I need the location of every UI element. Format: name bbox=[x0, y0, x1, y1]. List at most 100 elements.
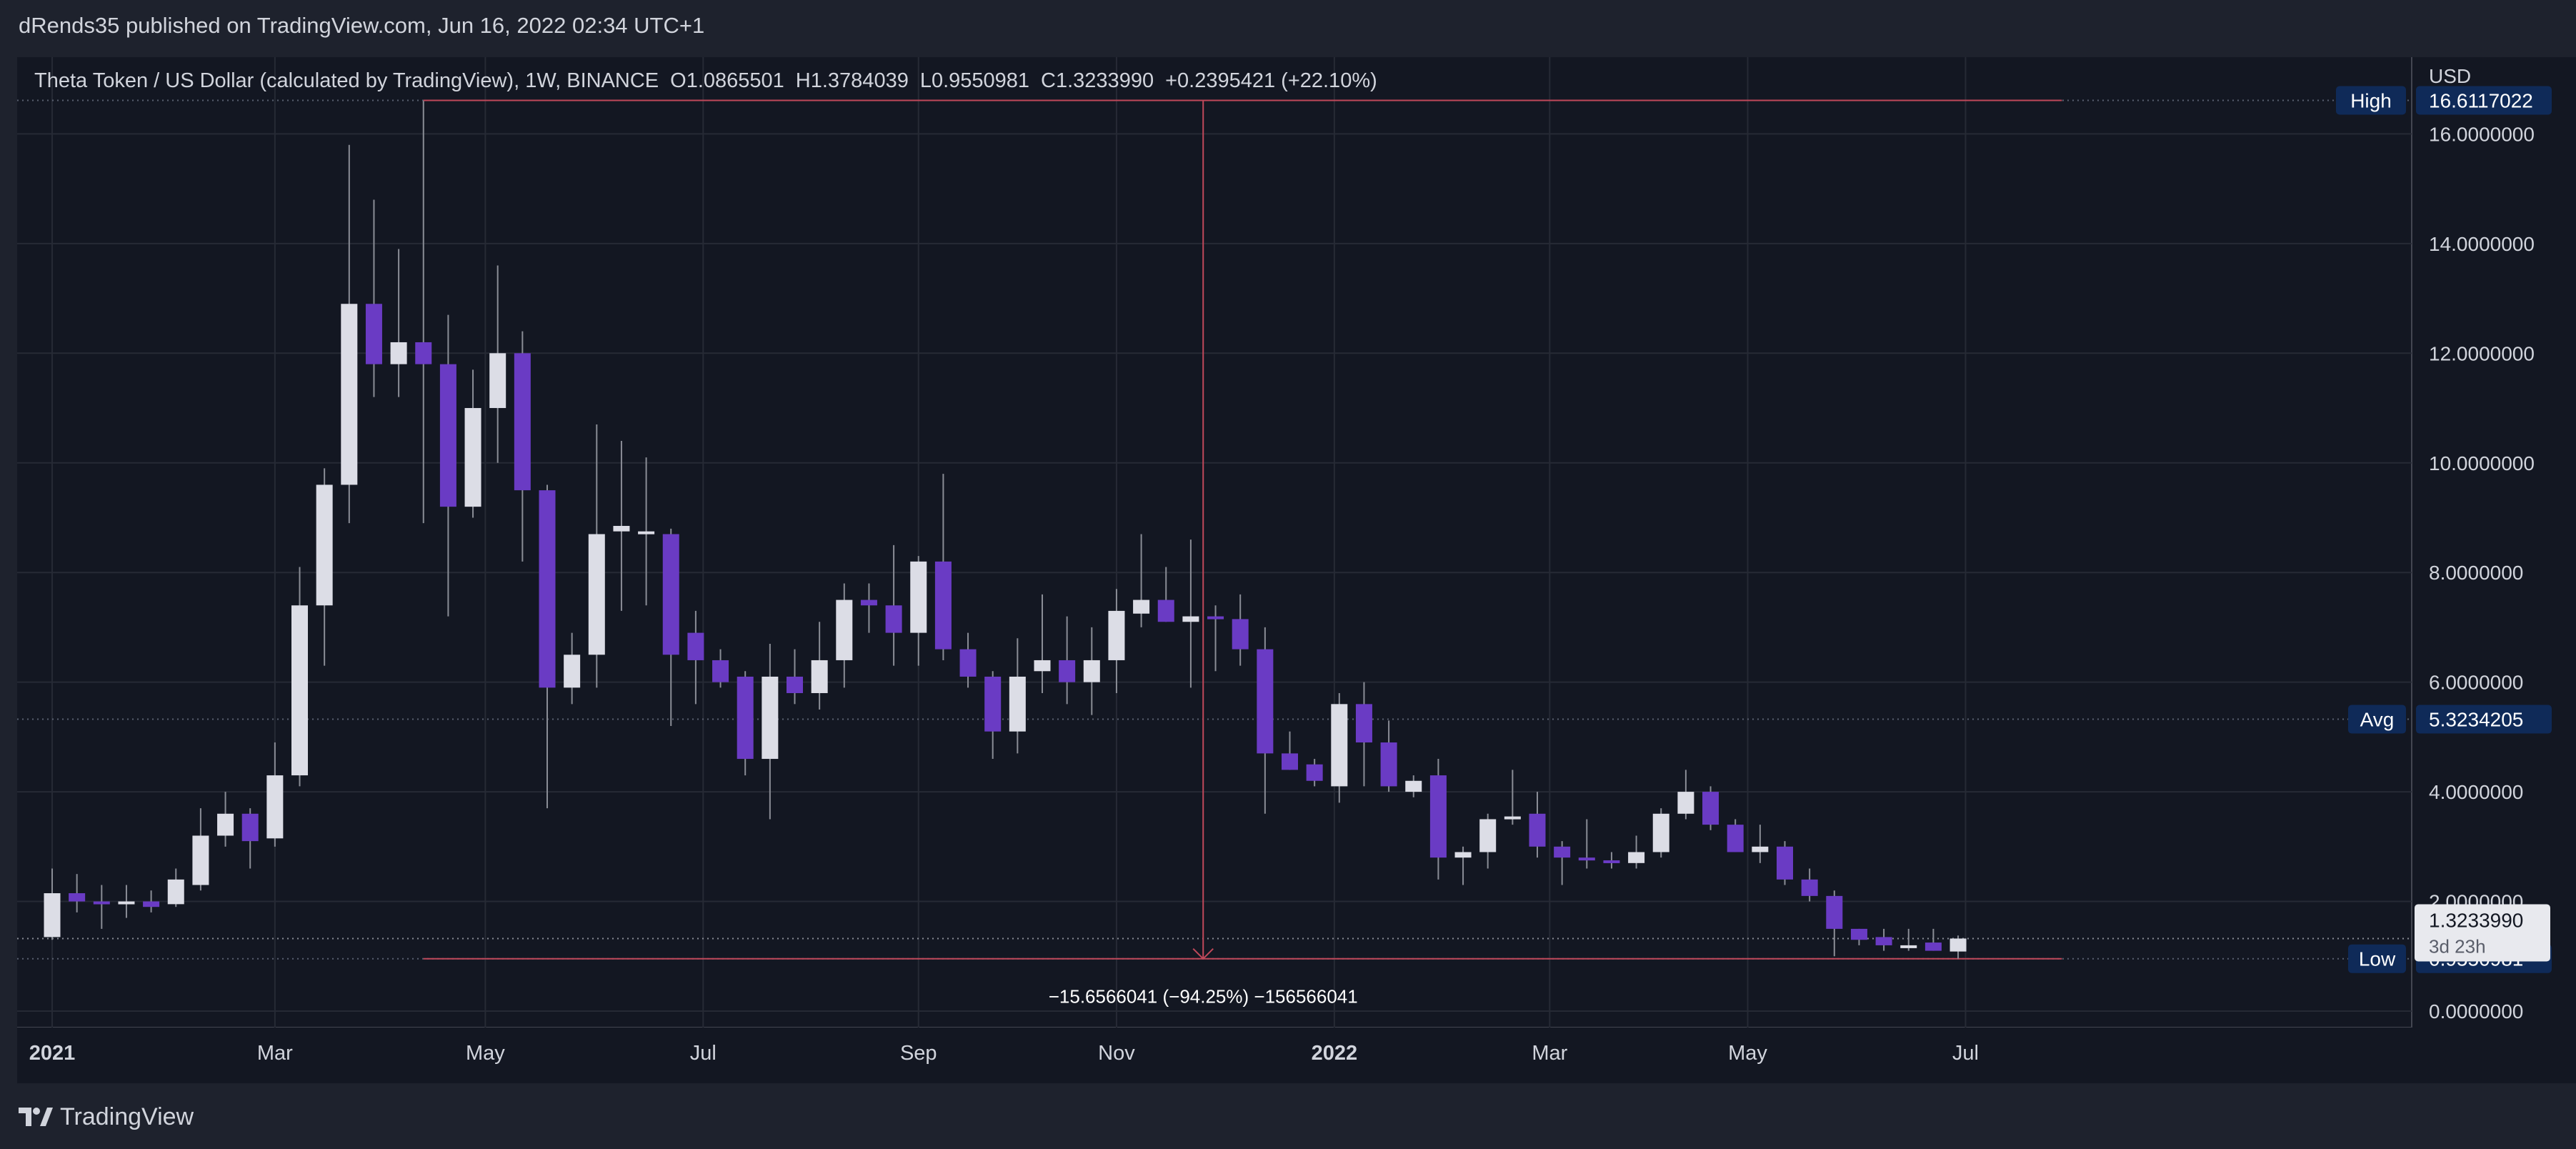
candle-up[interactable] bbox=[217, 813, 234, 836]
candle-up[interactable] bbox=[1504, 816, 1521, 820]
x-tick-label: Mar bbox=[257, 1042, 293, 1065]
currency-label: USD bbox=[2429, 65, 2471, 87]
candle-down[interactable] bbox=[241, 813, 259, 842]
candle-up[interactable] bbox=[1454, 852, 1472, 858]
candle-up[interactable] bbox=[613, 525, 630, 532]
candle-up[interactable] bbox=[1950, 938, 1967, 952]
candle-down[interactable] bbox=[1157, 600, 1174, 622]
time-axis-area[interactable] bbox=[17, 1028, 2412, 1083]
candle-up[interactable] bbox=[1331, 704, 1348, 787]
candle-down[interactable] bbox=[860, 600, 877, 606]
y-tick-label: 14.0000000 bbox=[2429, 233, 2535, 255]
candle-down[interactable] bbox=[1282, 753, 1298, 770]
candle-down[interactable] bbox=[1232, 619, 1249, 650]
candle-up[interactable] bbox=[1083, 660, 1100, 682]
candle-up[interactable] bbox=[316, 484, 333, 606]
candle-down[interactable] bbox=[1207, 616, 1224, 620]
candle-down[interactable] bbox=[1257, 649, 1274, 754]
candle-up[interactable] bbox=[1133, 600, 1150, 614]
candle-up[interactable] bbox=[1479, 819, 1497, 852]
candle-up[interactable] bbox=[266, 775, 284, 839]
candle-up[interactable] bbox=[464, 408, 481, 507]
last-price-value: 1.3233990 bbox=[2429, 909, 2523, 931]
candle-down[interactable] bbox=[439, 364, 456, 507]
badge-avg-name: Avg bbox=[2360, 709, 2395, 731]
candle-up[interactable] bbox=[638, 531, 655, 534]
candle-down[interactable] bbox=[1727, 825, 1744, 852]
candle-down[interactable] bbox=[787, 676, 803, 693]
candle-down[interactable] bbox=[934, 561, 952, 650]
price-chart[interactable]: 0.00000002.00000004.00000006.00000008.00… bbox=[0, 0, 2576, 1083]
candle-up[interactable] bbox=[167, 879, 184, 905]
candle-down[interactable] bbox=[1059, 660, 1076, 682]
candle-down[interactable] bbox=[143, 901, 160, 907]
range-measure-label: −15.6566041 (−94.25%) −156566041 bbox=[1049, 986, 1358, 1008]
candle-up[interactable] bbox=[1405, 780, 1422, 792]
y-tick-label: 0.0000000 bbox=[2429, 1000, 2523, 1023]
candle-down[interactable] bbox=[1777, 846, 1793, 880]
candle-up[interactable] bbox=[1677, 792, 1694, 814]
candle-down[interactable] bbox=[737, 676, 754, 760]
tradingview-brand[interactable]: TradingView bbox=[19, 1100, 194, 1133]
candle-up[interactable] bbox=[489, 353, 506, 409]
candle-down[interactable] bbox=[712, 660, 729, 682]
candle-down[interactable] bbox=[959, 649, 977, 677]
candle-down[interactable] bbox=[514, 353, 531, 491]
candle-up[interactable] bbox=[1628, 852, 1645, 863]
price-axis-area[interactable] bbox=[2412, 57, 2576, 1028]
ohlc-change: +0.2395421 (+22.10%) bbox=[1165, 69, 1377, 92]
candle-up[interactable] bbox=[44, 893, 61, 937]
candle-down[interactable] bbox=[687, 632, 704, 660]
candle-down[interactable] bbox=[1306, 764, 1323, 781]
candle-up[interactable] bbox=[192, 835, 209, 885]
candle-down[interactable] bbox=[1801, 879, 1818, 896]
candle-down[interactable] bbox=[984, 676, 1002, 732]
candle-up[interactable] bbox=[291, 605, 308, 776]
candle-up[interactable] bbox=[390, 342, 407, 364]
candle-down[interactable] bbox=[1603, 860, 1620, 863]
candle-up[interactable] bbox=[341, 304, 358, 485]
candle-down[interactable] bbox=[1702, 792, 1719, 825]
candle-up[interactable] bbox=[118, 901, 135, 905]
candle-up[interactable] bbox=[762, 676, 779, 760]
candle-up[interactable] bbox=[836, 600, 853, 660]
y-tick-label: 16.0000000 bbox=[2429, 123, 2535, 145]
candle-up[interactable] bbox=[1034, 660, 1051, 672]
candle-down[interactable] bbox=[1380, 742, 1397, 787]
x-tick-label: Jul bbox=[690, 1042, 717, 1065]
candle-down[interactable] bbox=[1429, 775, 1447, 858]
candle-up[interactable] bbox=[588, 534, 605, 655]
candle-down[interactable] bbox=[1850, 928, 1867, 940]
candle-up[interactable] bbox=[1108, 610, 1125, 660]
candle-down[interactable] bbox=[93, 901, 110, 905]
candle-down[interactable] bbox=[365, 304, 382, 364]
tradingview-logo-icon bbox=[19, 1108, 53, 1126]
candle-up[interactable] bbox=[1182, 616, 1199, 622]
candle-down[interactable] bbox=[539, 490, 556, 688]
candle-down[interactable] bbox=[1875, 937, 1892, 945]
candle-down[interactable] bbox=[415, 342, 432, 364]
candle-up[interactable] bbox=[1652, 813, 1669, 852]
candle-up[interactable] bbox=[1009, 676, 1026, 732]
axis-corner bbox=[2412, 1028, 2576, 1083]
candle-down[interactable] bbox=[1924, 942, 1942, 951]
candle-up[interactable] bbox=[1900, 945, 1917, 948]
x-tick-label: Jul bbox=[1952, 1042, 1979, 1065]
candle-down[interactable] bbox=[1578, 857, 1595, 861]
plot-area[interactable] bbox=[17, 57, 2412, 1028]
candle-down[interactable] bbox=[1826, 895, 1843, 929]
candle-down[interactable] bbox=[885, 605, 902, 633]
candle-down[interactable] bbox=[1355, 704, 1372, 743]
candle-up[interactable] bbox=[811, 660, 828, 693]
candle-down[interactable] bbox=[69, 893, 86, 902]
candle-down[interactable] bbox=[1554, 846, 1571, 858]
candle-up[interactable] bbox=[910, 561, 927, 633]
candle-down[interactable] bbox=[662, 534, 679, 655]
badge-high-name-box bbox=[2336, 86, 2406, 115]
candle-up[interactable] bbox=[1752, 846, 1769, 852]
candle-up[interactable] bbox=[564, 655, 581, 688]
range-arrow-head bbox=[1192, 947, 1214, 960]
badge-avg-value: 5.3234205 bbox=[2429, 709, 2523, 731]
candle-down[interactable] bbox=[1529, 813, 1546, 847]
